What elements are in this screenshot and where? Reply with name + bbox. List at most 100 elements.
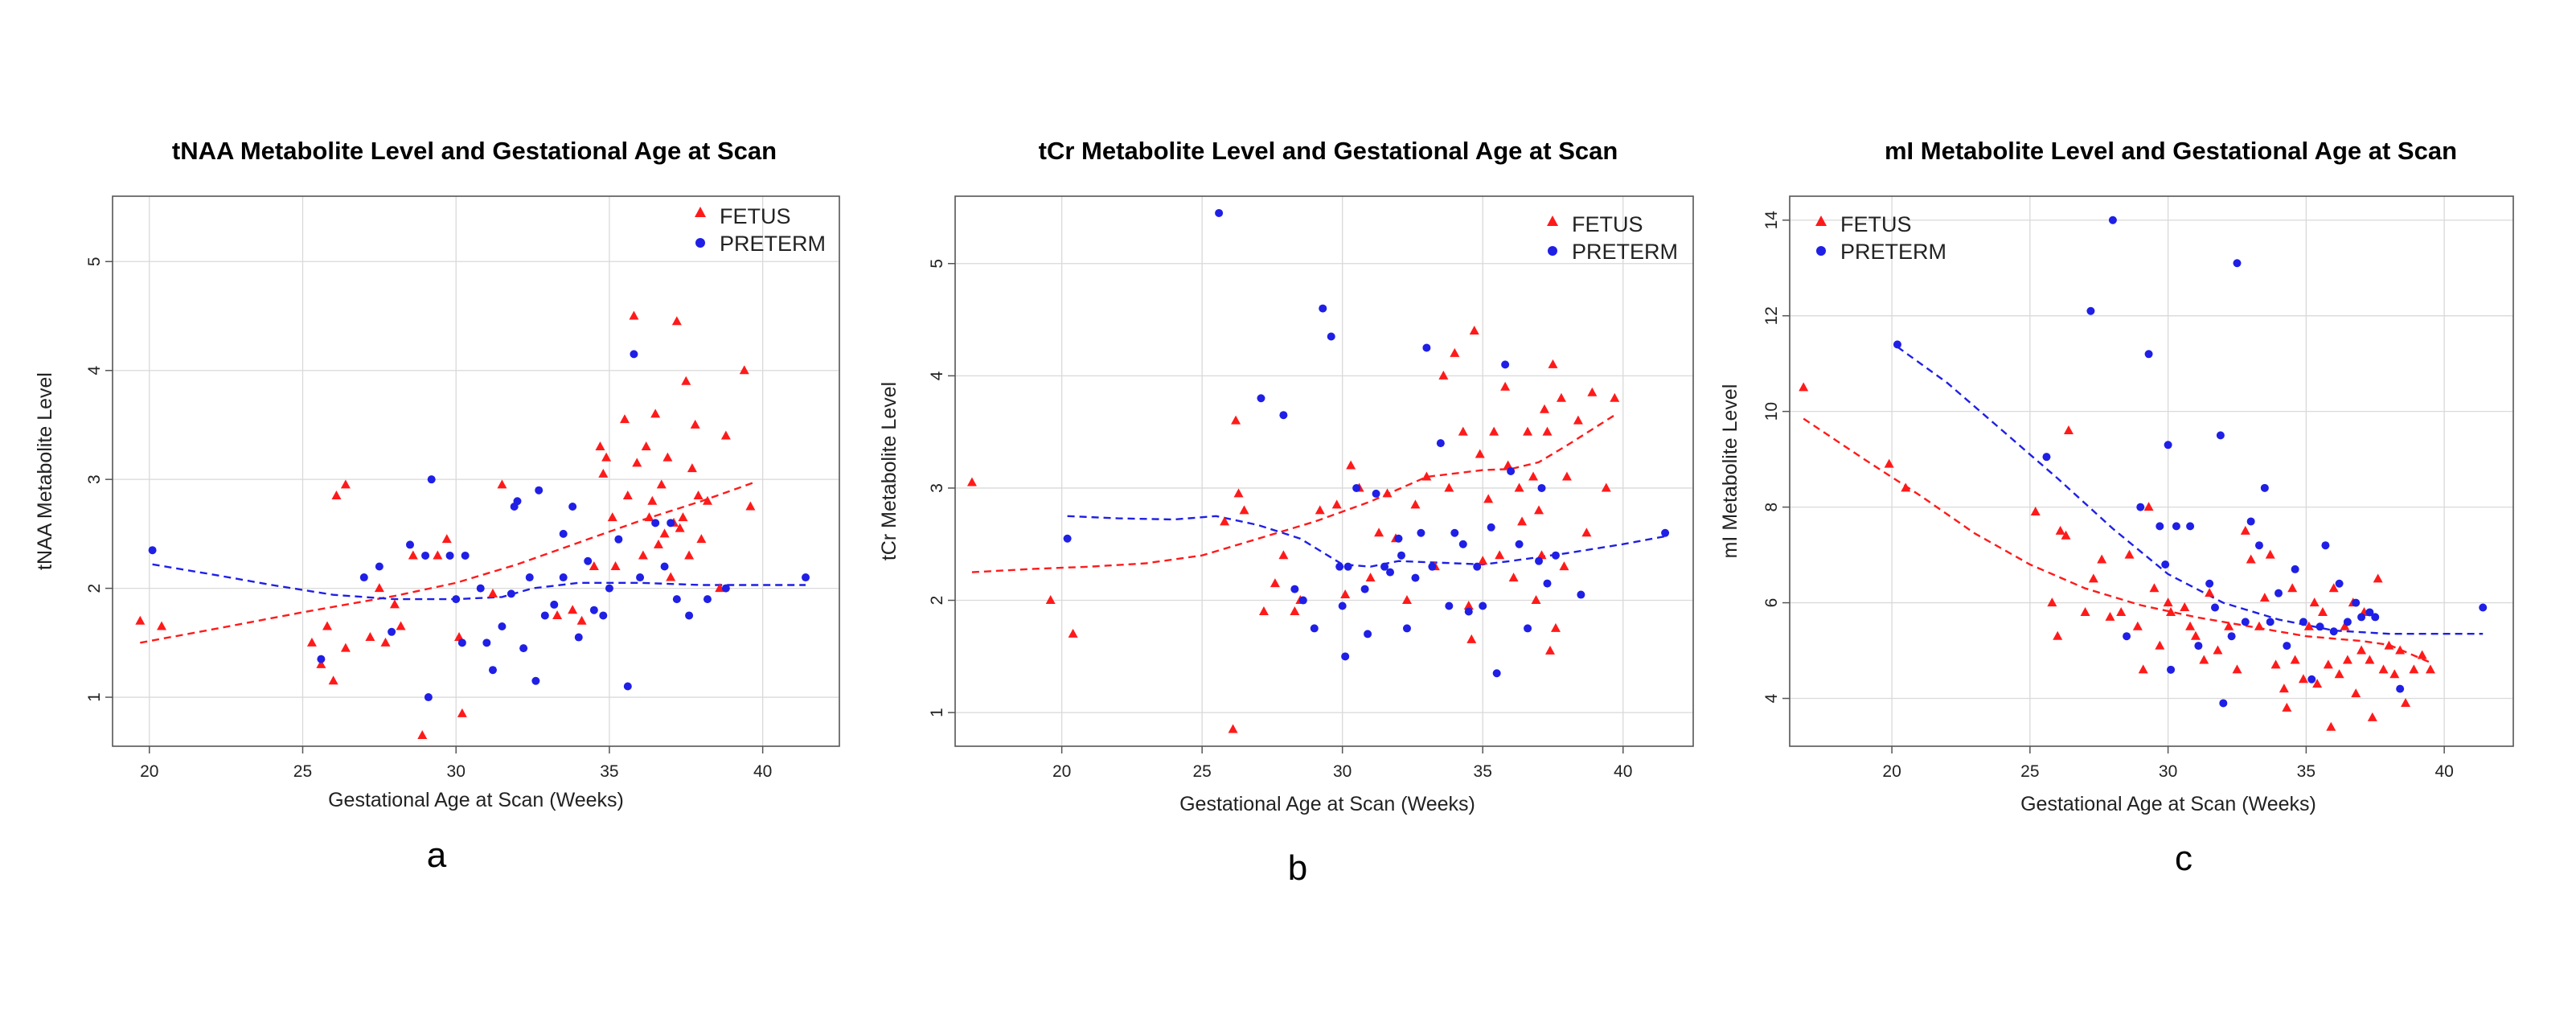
preterm-point bbox=[1492, 669, 1501, 678]
fetus-point bbox=[702, 495, 712, 505]
panel-title: tNAA Metabolite Level and Gestational Ag… bbox=[172, 137, 777, 165]
preterm-point bbox=[1411, 573, 1420, 582]
fetus-point bbox=[690, 419, 700, 429]
y-tick-label: 5 bbox=[85, 257, 104, 266]
fetus-point bbox=[433, 550, 443, 560]
plot-frame bbox=[112, 195, 840, 747]
panel-a: tNAA Metabolite Level and Gestational Ag… bbox=[34, 137, 840, 875]
preterm-point bbox=[1364, 630, 1372, 638]
preterm-point bbox=[1450, 528, 1459, 537]
trend-line-fetus bbox=[140, 482, 754, 644]
fetus-point bbox=[1421, 471, 1432, 481]
trend-line-preterm bbox=[152, 563, 806, 601]
fetus-point bbox=[2259, 593, 2270, 602]
fetus-point bbox=[408, 550, 418, 560]
preterm-point bbox=[1537, 483, 1546, 492]
preterm-point bbox=[2186, 522, 2195, 531]
x-axis-ticks: 20 25 30 35 40 bbox=[1052, 746, 1632, 781]
fetus-point bbox=[2199, 655, 2209, 664]
preterm-point bbox=[1257, 394, 1265, 403]
fetus-point bbox=[1523, 426, 1533, 436]
preterm-point bbox=[2335, 579, 2344, 588]
preterm-point bbox=[1577, 590, 1585, 599]
legend-label: PRETERM bbox=[1572, 240, 1678, 264]
fetus-point bbox=[2190, 630, 2201, 640]
fetus-point bbox=[2312, 679, 2323, 688]
preterm-point bbox=[1298, 596, 1307, 605]
preterm-point bbox=[2233, 259, 2242, 268]
preterm-point bbox=[1458, 540, 1467, 548]
fetus-point bbox=[497, 479, 507, 489]
fetus-point bbox=[1536, 550, 1547, 560]
panel-label: b bbox=[1288, 848, 1307, 888]
fetus-point bbox=[306, 637, 317, 647]
fetus-point bbox=[1884, 458, 1894, 468]
fetus-point bbox=[1528, 471, 1539, 481]
fetus-point bbox=[1517, 516, 1528, 526]
preterm-point bbox=[1473, 562, 1482, 571]
preterm-point bbox=[1535, 556, 1544, 565]
preterm-point bbox=[2144, 350, 2153, 359]
preterm-point bbox=[672, 595, 681, 604]
preterm-point bbox=[2329, 627, 2338, 636]
triangle-marker-icon bbox=[1815, 216, 1827, 226]
fetus-point bbox=[1534, 505, 1544, 515]
preterm-point bbox=[1515, 540, 1524, 548]
y-tick-label: 4 bbox=[1762, 693, 1781, 703]
fetus-point bbox=[2185, 621, 2196, 630]
fetus-point bbox=[1469, 326, 1479, 335]
preterm-point bbox=[535, 486, 544, 495]
legend: FETUS PRETERM bbox=[1815, 212, 1946, 264]
preterm-point bbox=[388, 627, 396, 636]
y-axis-ticks: 4 6 8 10 12 14 bbox=[1762, 211, 1790, 703]
trend-lines bbox=[1803, 346, 2484, 664]
preterm-point bbox=[605, 584, 613, 593]
preterm-point bbox=[317, 655, 326, 663]
fetus-point bbox=[1483, 494, 1494, 503]
fetus-point bbox=[589, 561, 599, 571]
fetus-point bbox=[396, 621, 406, 630]
fetus-point bbox=[457, 708, 467, 717]
fetus-point bbox=[2097, 554, 2107, 564]
fetus-point bbox=[1270, 578, 1280, 588]
fetus-point bbox=[1587, 387, 1598, 396]
fetus-point bbox=[2105, 611, 2115, 621]
preterm-point bbox=[584, 556, 593, 565]
panel-label: a bbox=[427, 836, 447, 875]
fetus-point bbox=[641, 441, 651, 451]
fetus-point bbox=[157, 621, 167, 630]
preterm-point bbox=[421, 551, 430, 560]
preterm-point bbox=[452, 595, 461, 604]
preterm-point bbox=[1487, 523, 1495, 532]
legend-item-fetus: FETUS bbox=[1815, 212, 1912, 236]
x-tick-label: 20 bbox=[1052, 762, 1071, 781]
data-points bbox=[1799, 216, 2488, 731]
plot-frame bbox=[1789, 195, 2514, 747]
preterm-point bbox=[2371, 613, 2380, 622]
preterm-point bbox=[1501, 360, 1510, 369]
fetus-point bbox=[1346, 460, 1356, 470]
dot-marker-icon bbox=[695, 238, 705, 248]
fetus-point bbox=[595, 441, 605, 451]
dot-marker-icon bbox=[1816, 246, 1826, 256]
x-tick-label: 25 bbox=[2020, 762, 2039, 781]
fetus-point bbox=[1258, 606, 1269, 615]
y-tick-label: 3 bbox=[928, 483, 946, 493]
preterm-point bbox=[1479, 601, 1487, 610]
y-tick-label: 2 bbox=[928, 596, 946, 606]
fetus-point bbox=[1233, 488, 1244, 498]
fetus-point bbox=[552, 610, 563, 619]
preterm-point bbox=[2108, 216, 2117, 224]
fetus-point bbox=[2323, 659, 2333, 669]
preterm-point bbox=[2479, 603, 2488, 612]
fetus-point bbox=[666, 572, 676, 581]
fetus-point bbox=[1458, 426, 1468, 436]
preterm-point bbox=[1543, 579, 1552, 588]
preterm-point bbox=[2086, 306, 2095, 315]
preterm-point bbox=[1394, 534, 1403, 543]
fetus-point bbox=[638, 550, 648, 560]
fetus-point bbox=[1601, 482, 1611, 492]
triangle-marker-icon bbox=[1547, 216, 1558, 226]
plot-frame bbox=[954, 195, 1694, 747]
trend-line-fetus bbox=[1803, 417, 2431, 664]
